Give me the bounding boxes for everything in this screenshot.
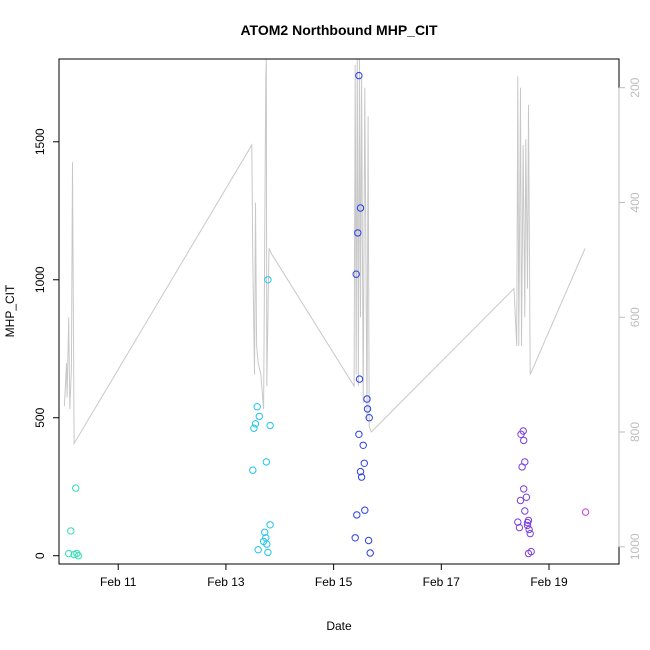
scatter-point [262,458,270,466]
y-right-tick-label: 800 [628,422,642,442]
y-tick-label: 500 [33,407,47,427]
scatter-point [72,484,80,492]
scatter-point [366,549,374,557]
scatter-point [521,458,529,466]
scatter-point [264,548,272,557]
y-right-tick-label: 1000 [628,533,642,560]
scatter-point [525,525,533,534]
scatter-point [263,540,271,548]
scatter-point [527,547,535,556]
scatter-point [360,459,368,467]
scatter-point [356,204,365,212]
chart-title: ATOM2 Northbound MHP_CIT [240,22,437,38]
x-tick-label: Feb 11 [100,575,137,589]
scatter-point [249,466,257,474]
scatter-point [354,229,362,237]
scatter-point [352,270,360,278]
y-axis: 0 500 1000 1500 [33,128,60,559]
scatter-point [520,436,528,445]
scatter-point [261,528,269,536]
scatter-point [351,534,359,542]
scatter-point [363,405,372,413]
scatter-point [355,71,363,80]
scatter-point [523,521,532,530]
x-axis-label: Date [326,619,352,633]
scatter-point [521,507,529,515]
scatter-point [526,529,534,538]
scatter-point [522,493,531,501]
scatter-point [255,412,263,421]
plot-frame [58,58,620,565]
scatter-point [520,485,528,493]
scatter-point [67,527,75,535]
scatter-point [356,467,365,476]
line-series [63,58,586,446]
y-tick-label: 0 [33,552,47,559]
scatter-point [251,420,260,428]
scatter-point [524,516,533,525]
scatter-point [514,518,522,526]
scatter-point [363,395,371,403]
scatter-point [359,441,367,449]
scatter-point [250,424,258,432]
y-right-tick-label: 200 [628,77,642,97]
y-axis-right: 200 400 600 800 1000 [618,77,642,560]
scatter-point [353,511,361,519]
scatter-point [74,552,83,560]
y-tick-label: 1500 [33,128,47,155]
scatter-point [355,430,363,438]
scatter-point [357,473,366,481]
scatter-point [519,427,527,435]
scatter-point [253,403,261,411]
scatter-point [581,508,590,516]
scatter-point [516,496,525,505]
scatter-point [264,276,272,284]
x-tick-label: Feb 15 [315,575,353,589]
scatter-point [266,521,274,529]
scatter-point [73,549,81,558]
scatter-point [65,549,73,558]
scatter-point [355,375,364,383]
scatter-point [254,546,262,554]
scatter-point [361,506,369,514]
x-axis: Feb 11 Feb 13 Feb 15 Feb 17 Feb 19 [100,563,568,589]
y-axis-label: MHP_CIT [3,284,17,337]
y-right-tick-label: 400 [628,192,642,212]
y-right-tick-label: 600 [628,307,642,327]
scatter-point [364,536,373,545]
x-tick-label: Feb 19 [530,575,568,589]
y-tick-label: 1000 [33,266,47,293]
plot-area [63,58,590,560]
x-tick-label: Feb 13 [207,575,245,589]
x-tick-label: Feb 17 [423,575,461,589]
scatter-point [515,523,524,532]
scatter-point [266,421,274,430]
scatter-point [365,414,373,422]
